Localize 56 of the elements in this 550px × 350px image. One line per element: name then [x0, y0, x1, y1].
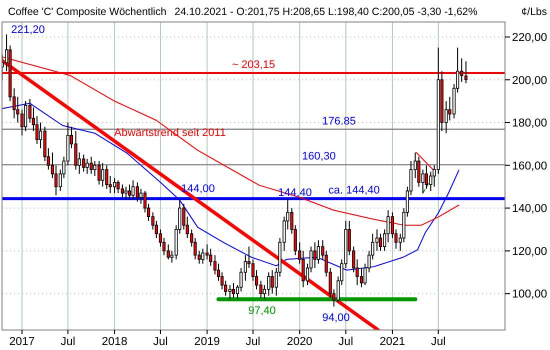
candlestick — [132, 180, 135, 200]
candlestick — [101, 162, 104, 188]
x-tick-label: 2017 — [9, 336, 35, 348]
candlestick — [201, 248, 204, 264]
candlestick — [90, 156, 93, 174]
y-tick-label: 180,00 — [512, 118, 548, 130]
candlestick — [166, 244, 170, 260]
x-tick-label: 2020 — [286, 336, 312, 348]
candlestick — [232, 282, 236, 298]
x-tick-label: Jul — [246, 336, 260, 348]
candlestick — [378, 233, 382, 252]
y-tick-label: 140,00 — [512, 203, 548, 216]
candlestick — [209, 248, 212, 266]
x-tick-label: 2019 — [194, 336, 220, 348]
y-tick-label: 220,00 — [512, 32, 548, 44]
x-tick-label: Jul — [60, 336, 76, 348]
candlestick — [228, 284, 232, 300]
candlestick — [105, 164, 108, 190]
annotation: 94,00 — [322, 312, 350, 324]
candlestick — [270, 270, 274, 294]
candlestick — [20, 109, 24, 136]
y-tick-label: 200,00 — [512, 74, 548, 87]
candlestick — [139, 188, 142, 204]
candlestick — [267, 272, 270, 296]
chart-title: Coffee 'C' Composite Wöchentlich — [8, 6, 167, 18]
candlestick — [120, 184, 124, 198]
x-tick-label: Jul — [430, 336, 446, 348]
x-tick-label: 2018 — [102, 336, 128, 348]
ref-line-label: ca. 144,40 — [328, 184, 380, 197]
candlestick — [375, 228, 379, 252]
ref-line-label: 160,30 — [302, 150, 336, 163]
candlestick — [116, 180, 120, 194]
candlestick — [360, 267, 364, 288]
candlestick — [313, 242, 316, 268]
y-axis-title: ¢/Lbs — [521, 6, 547, 18]
y-tick-label: 100,00 — [512, 288, 548, 301]
candlestick — [82, 154, 86, 172]
candlestick — [93, 160, 96, 176]
y-tick-label: 160,00 — [512, 160, 548, 172]
x-tick-label: 2021 — [380, 336, 406, 348]
x-tick-label: Jul — [153, 336, 168, 348]
candlestick — [74, 130, 78, 170]
candlestick — [86, 158, 89, 174]
ref-line-label: 176.85 — [322, 115, 356, 128]
candlestick — [259, 280, 262, 298]
x-tick-label: Jul — [338, 336, 354, 348]
annotation: 221,20 — [11, 24, 45, 36]
ref-line-label: ~ 203,15 — [232, 59, 276, 72]
candlestick — [24, 100, 28, 132]
annotation: 97,40 — [248, 305, 276, 317]
annotation: 144,00 — [181, 183, 215, 195]
candlestick — [128, 184, 132, 200]
y-tick-label: 120,00 — [512, 246, 548, 258]
candlestick — [124, 186, 128, 200]
candlestick — [136, 182, 139, 202]
chart-subtitle: 24.10.2021 - O:201,75 H:208,65 L:198,40 C:200,05 -3,30 -1,62% — [174, 6, 478, 18]
